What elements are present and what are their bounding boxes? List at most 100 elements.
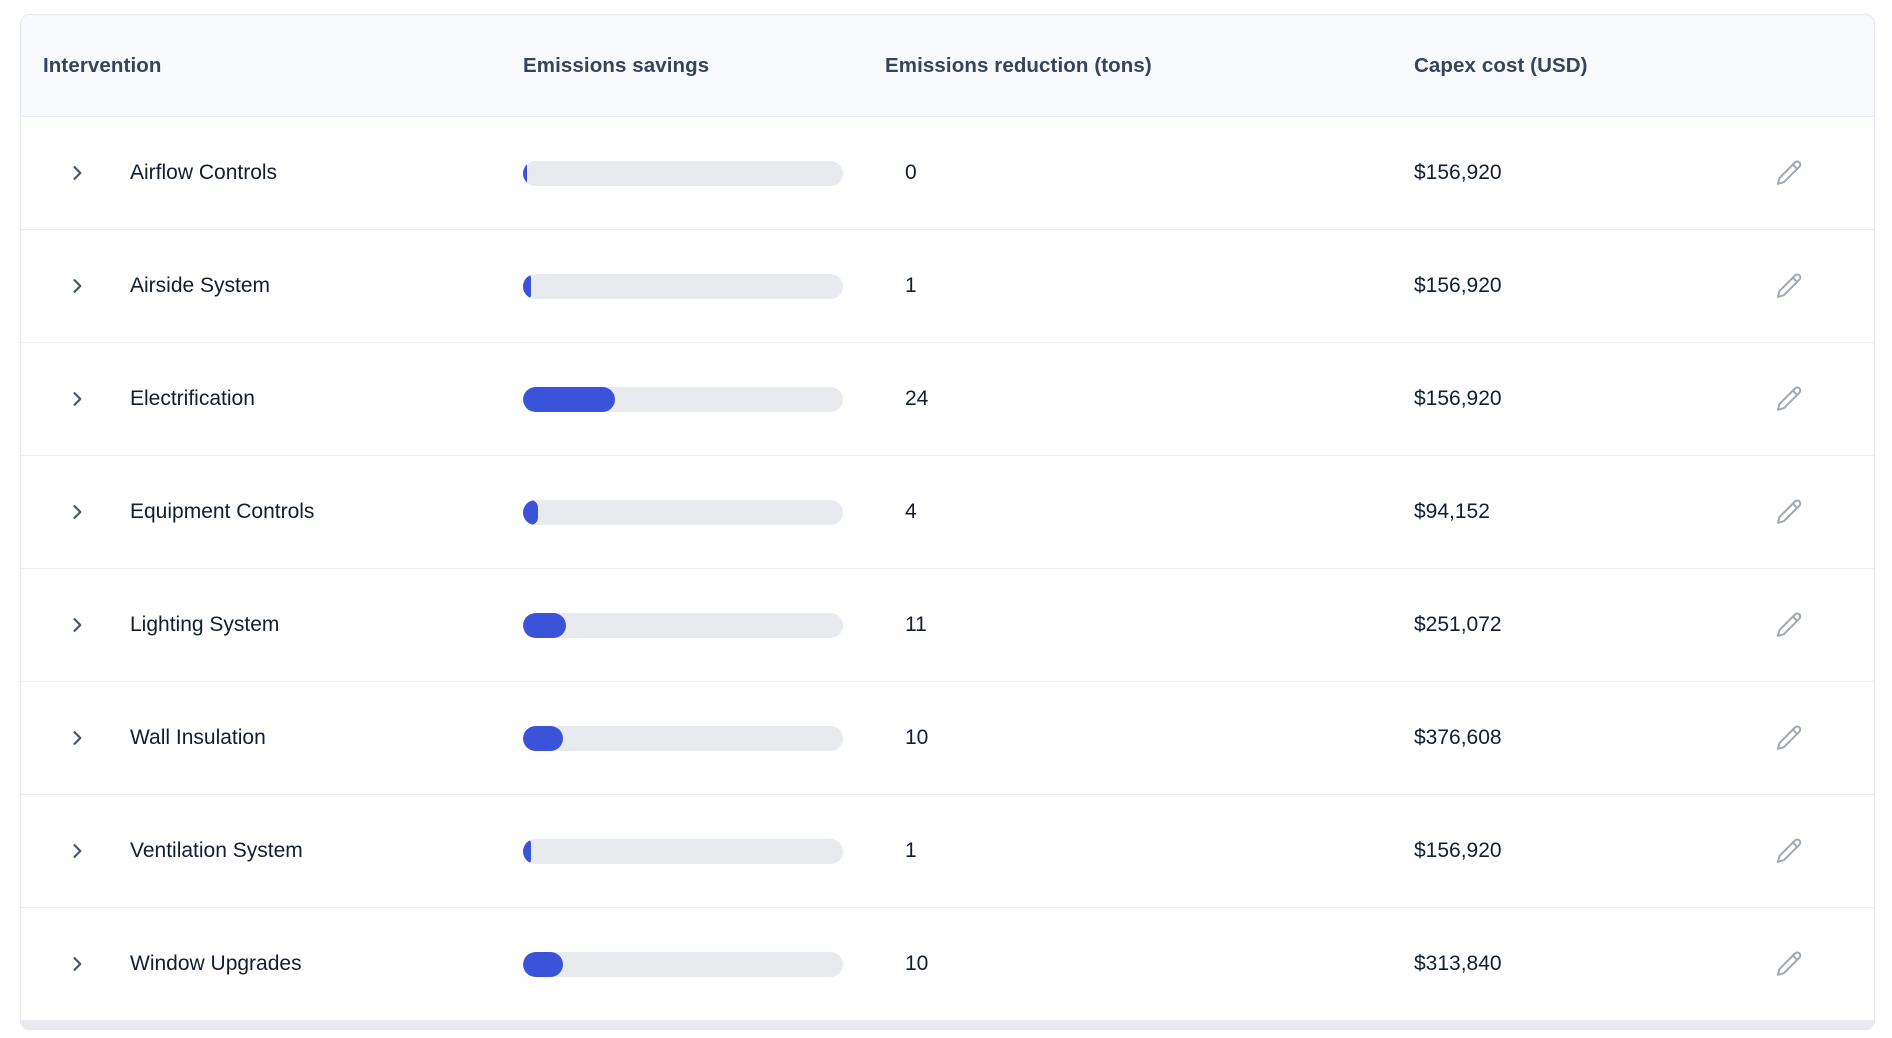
- table-body: Airflow Controls 0 $156,920: [21, 117, 1874, 1020]
- intervention-cell: Equipment Controls: [21, 500, 523, 524]
- emissions-savings-bar-track: [523, 612, 843, 638]
- intervention-cell: Airside System: [21, 274, 523, 298]
- capex-cell: $156,920: [1414, 384, 1874, 414]
- chevron-right-icon: [73, 505, 82, 519]
- capex-value: $156,920: [1414, 274, 1502, 297]
- chevron-right-icon: [73, 731, 82, 745]
- capex-value: $251,072: [1414, 613, 1502, 636]
- capex-value: $313,840: [1414, 952, 1502, 975]
- emissions-reduction-value: 4: [905, 500, 917, 523]
- column-header-emissions-savings: Emissions savings: [523, 53, 710, 77]
- emissions-savings-bar-track: [523, 160, 843, 186]
- emissions-reduction-value: 0: [905, 161, 917, 184]
- chevron-right-icon: [73, 279, 82, 293]
- intervention-cell: Wall Insulation: [21, 726, 523, 750]
- emissions-reduction-value: 11: [905, 613, 927, 636]
- pencil-icon: [1776, 386, 1802, 411]
- expand-row-button[interactable]: [66, 501, 88, 523]
- expand-row-button[interactable]: [66, 953, 88, 975]
- edit-row-button[interactable]: [1774, 158, 1804, 188]
- table-row[interactable]: Airside System 1 $156,920: [21, 229, 1874, 342]
- emissions-reduction-value: 10: [905, 726, 929, 749]
- emissions-savings-bar-track: [523, 725, 843, 751]
- emissions-savings-bar-fill: [523, 725, 563, 751]
- capex-value: $94,152: [1414, 500, 1490, 523]
- edit-row-button[interactable]: [1774, 723, 1804, 753]
- intervention-name: Airflow Controls: [130, 161, 278, 184]
- edit-row-button[interactable]: [1774, 497, 1804, 527]
- intervention-name: Airside System: [130, 274, 271, 297]
- capex-cell: $94,152: [1414, 497, 1874, 527]
- emissions-savings-bar-fill: [523, 612, 566, 638]
- horizontal-scrollbar-track[interactable]: [21, 1020, 1874, 1029]
- emissions-reduction-value: 24: [905, 387, 929, 410]
- emissions-savings-bar-track: [523, 951, 843, 977]
- table-row[interactable]: Equipment Controls 4 $94,152: [21, 455, 1874, 568]
- edit-row-button[interactable]: [1774, 836, 1804, 866]
- chevron-right-icon: [73, 166, 82, 180]
- expand-row-button[interactable]: [66, 840, 88, 862]
- pencil-icon: [1776, 951, 1802, 976]
- table-row[interactable]: Electrification 24 $156,920: [21, 342, 1874, 455]
- expand-row-button[interactable]: [66, 162, 88, 184]
- column-header-intervention: Intervention: [43, 53, 162, 77]
- table-row[interactable]: Wall Insulation 10 $376,608: [21, 681, 1874, 794]
- emissions-savings-bar-fill: [523, 499, 539, 525]
- table-row[interactable]: Airflow Controls 0 $156,920: [21, 117, 1874, 229]
- capex-value: $156,920: [1414, 839, 1502, 862]
- emissions-savings-bar-track: [523, 838, 843, 864]
- chevron-right-icon: [73, 392, 82, 406]
- edit-row-button[interactable]: [1774, 384, 1804, 414]
- pencil-icon: [1776, 725, 1802, 750]
- emissions-savings-bar-fill: [523, 951, 563, 977]
- pencil-icon: [1776, 273, 1802, 298]
- capex-cell: $313,840: [1414, 949, 1874, 979]
- intervention-name: Wall Insulation: [130, 726, 266, 749]
- table-row[interactable]: Lighting System 11 $251,072: [21, 568, 1874, 681]
- expand-row-button[interactable]: [66, 388, 88, 410]
- column-header-capex-cost: Capex cost (USD): [1414, 53, 1588, 77]
- capex-cell: $156,920: [1414, 158, 1874, 188]
- edit-row-button[interactable]: [1774, 271, 1804, 301]
- pencil-icon: [1776, 160, 1802, 185]
- capex-cell: $156,920: [1414, 271, 1874, 301]
- intervention-name: Lighting System: [130, 613, 280, 636]
- intervention-name: Equipment Controls: [130, 500, 315, 523]
- emissions-savings-bar-fill: [523, 160, 527, 186]
- chevron-right-icon: [73, 957, 82, 971]
- emissions-savings-cell: [523, 838, 885, 864]
- emissions-reduction-value: 1: [905, 274, 917, 297]
- table-row[interactable]: Window Upgrades 10 $313,840: [21, 907, 1874, 1020]
- intervention-name: Ventilation System: [130, 839, 303, 862]
- capex-value: $156,920: [1414, 387, 1502, 410]
- chevron-right-icon: [73, 844, 82, 858]
- pencil-icon: [1776, 499, 1802, 524]
- intervention-cell: Window Upgrades: [21, 952, 523, 976]
- column-header-emissions-reduction: Emissions reduction (tons): [885, 53, 1152, 77]
- expand-row-button[interactable]: [66, 614, 88, 636]
- emissions-reduction-value: 10: [905, 952, 929, 975]
- emissions-savings-cell: [523, 612, 885, 638]
- table-header-row: Intervention Emissions savings Emissions…: [21, 15, 1874, 117]
- emissions-savings-bar-fill: [523, 273, 531, 299]
- pencil-icon: [1776, 612, 1802, 637]
- intervention-cell: Ventilation System: [21, 839, 523, 863]
- capex-cell: $156,920: [1414, 836, 1874, 866]
- capex-cell: $251,072: [1414, 610, 1874, 640]
- expand-row-button[interactable]: [66, 275, 88, 297]
- capex-value: $156,920: [1414, 161, 1502, 184]
- emissions-savings-cell: [523, 273, 885, 299]
- capex-cell: $376,608: [1414, 723, 1874, 753]
- expand-row-button[interactable]: [66, 727, 88, 749]
- edit-row-button[interactable]: [1774, 610, 1804, 640]
- table-row[interactable]: Ventilation System 1 $156,920: [21, 794, 1874, 907]
- emissions-savings-cell: [523, 951, 885, 977]
- emissions-savings-cell: [523, 725, 885, 751]
- interventions-table-card: Intervention Emissions savings Emissions…: [20, 14, 1875, 1030]
- intervention-cell: Airflow Controls: [21, 161, 523, 185]
- emissions-savings-cell: [523, 160, 885, 186]
- emissions-savings-bar-fill: [523, 386, 615, 412]
- emissions-savings-cell: [523, 499, 885, 525]
- chevron-right-icon: [73, 618, 82, 632]
- edit-row-button[interactable]: [1774, 949, 1804, 979]
